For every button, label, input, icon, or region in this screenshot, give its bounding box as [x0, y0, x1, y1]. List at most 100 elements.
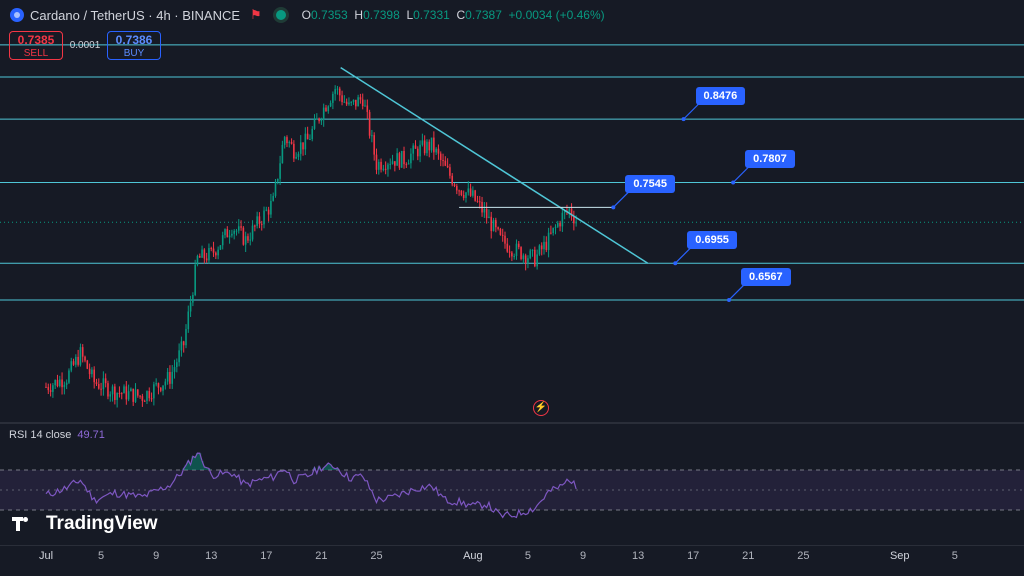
candle-body	[226, 229, 229, 238]
candle-body	[63, 384, 66, 388]
price-tag[interactable]: 0.6955	[687, 231, 737, 250]
candle-body	[467, 188, 470, 193]
candle-body	[201, 249, 203, 258]
candle-body	[573, 216, 575, 224]
candle-body	[561, 212, 564, 227]
candle-body	[495, 219, 497, 228]
tradingview-logo: TradingView	[12, 513, 158, 535]
x-tick-label: 21	[315, 550, 328, 562]
candle-body	[132, 388, 135, 402]
x-tick-label: 25	[370, 550, 383, 562]
price-tag-anchor	[731, 180, 736, 185]
candle-body	[84, 356, 86, 361]
sell-button[interactable]: 0.7385 SELL	[9, 31, 63, 60]
candle-body	[428, 141, 431, 151]
price-tag[interactable]: 0.7545	[625, 175, 675, 194]
candle-body	[173, 367, 176, 372]
candle-body	[91, 369, 93, 375]
visibility-eye-icon[interactable]	[275, 10, 286, 20]
candle-body	[139, 395, 141, 397]
candle-body	[130, 388, 132, 392]
candle-body	[189, 302, 192, 312]
candle-body	[400, 150, 403, 168]
x-tick-label: Sep	[889, 550, 910, 562]
candle-body	[316, 118, 318, 120]
price-tag[interactable]: 0.6567	[740, 267, 791, 286]
candle-body	[421, 140, 424, 145]
candle-body	[203, 249, 206, 259]
candle-body	[86, 360, 89, 369]
candle-body	[350, 101, 353, 103]
low-value: 0.7331	[413, 8, 450, 22]
candle-body	[247, 236, 249, 241]
price-tag[interactable]: 0.7807	[745, 150, 795, 169]
symbol-title[interactable]: Cardano / TetherUS · 4h · BINANCE	[30, 7, 241, 23]
candle-body	[497, 227, 499, 229]
candle-body	[221, 235, 224, 246]
candle-body	[146, 391, 148, 401]
candle-body	[242, 227, 245, 245]
candle-body	[251, 225, 254, 240]
candle-body	[398, 153, 401, 168]
candle-body	[407, 163, 410, 165]
candle-body	[320, 119, 323, 122]
candle-body	[423, 140, 426, 154]
candle-body	[311, 128, 314, 140]
candle-body	[394, 161, 396, 166]
candle-body	[123, 386, 125, 394]
x-tick-label: 5	[951, 550, 958, 562]
candle-body	[329, 102, 332, 107]
candle-body	[430, 137, 433, 151]
candle-body	[166, 372, 169, 382]
candle-body	[540, 245, 543, 250]
rsi-line	[45, 452, 577, 519]
candle-body	[295, 156, 297, 159]
candle-body	[77, 356, 79, 365]
candle-body	[547, 232, 550, 251]
candle-body	[396, 153, 398, 166]
candle-body	[506, 243, 509, 252]
candle-body	[444, 160, 447, 166]
candle-body	[451, 175, 454, 185]
price-tag[interactable]: 0.8476	[695, 87, 746, 106]
candle-body	[380, 161, 382, 170]
candle-body	[318, 118, 320, 122]
candle-body	[352, 99, 355, 102]
candle-body	[116, 392, 118, 400]
candle-body	[231, 233, 233, 236]
candle-body	[387, 164, 389, 170]
candle-body	[556, 223, 559, 227]
candle-body	[543, 241, 545, 250]
candle-body	[469, 188, 472, 196]
x-tick-label: 9	[153, 550, 160, 562]
candle-body	[458, 190, 460, 192]
candle-body	[185, 329, 187, 346]
candle-body	[515, 243, 518, 256]
flag-icon[interactable]: ⚑	[250, 7, 262, 22]
ohlc-readout: O0.7353 H0.7398 L0.7331 C0.7387 +0.0034 …	[301, 8, 605, 22]
candle-body	[293, 143, 295, 159]
candle-body	[382, 168, 385, 170]
x-tick-label: 9	[579, 550, 587, 562]
candle-body	[453, 184, 456, 186]
candle-body	[194, 264, 196, 296]
candle-body	[534, 249, 536, 267]
candle-body	[299, 142, 302, 154]
candle-body	[235, 230, 238, 232]
candle-body	[485, 208, 488, 219]
candle-body	[237, 226, 240, 231]
rsi-legend[interactable]: RSI 14 close 49.71	[9, 429, 105, 441]
candle-body	[265, 209, 268, 211]
candle-body	[107, 383, 109, 397]
candle-body	[240, 226, 242, 228]
candle-body	[575, 221, 577, 224]
pane-divider	[0, 422, 1024, 424]
candle-body	[233, 230, 235, 234]
candle-body	[433, 137, 435, 153]
candle-body	[304, 133, 307, 150]
x-tick-label: 5	[98, 550, 105, 562]
buy-button[interactable]: 0.7386 BUY	[107, 31, 161, 60]
candle-body	[97, 383, 100, 389]
lightning-alert-icon[interactable]: ⚡	[533, 400, 549, 416]
